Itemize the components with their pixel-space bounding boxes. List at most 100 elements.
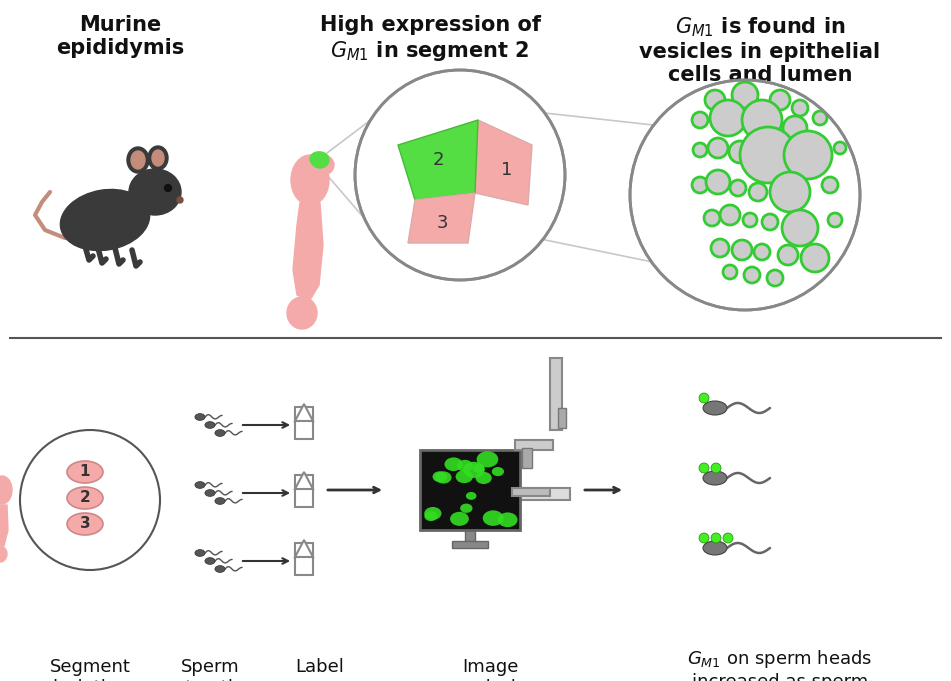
- Circle shape: [630, 80, 860, 310]
- Circle shape: [706, 170, 730, 194]
- FancyBboxPatch shape: [550, 358, 562, 430]
- FancyBboxPatch shape: [295, 543, 313, 575]
- Circle shape: [822, 177, 838, 193]
- Circle shape: [723, 265, 737, 279]
- Ellipse shape: [703, 401, 727, 415]
- Ellipse shape: [195, 413, 205, 420]
- Ellipse shape: [476, 452, 498, 467]
- Ellipse shape: [463, 462, 485, 478]
- FancyBboxPatch shape: [295, 475, 313, 507]
- Ellipse shape: [433, 471, 447, 482]
- Circle shape: [20, 430, 160, 570]
- Circle shape: [723, 533, 733, 543]
- FancyBboxPatch shape: [522, 448, 532, 468]
- Ellipse shape: [492, 467, 504, 476]
- Ellipse shape: [703, 471, 727, 485]
- Circle shape: [749, 183, 767, 201]
- Ellipse shape: [450, 512, 469, 526]
- Ellipse shape: [0, 546, 7, 562]
- Polygon shape: [475, 120, 532, 205]
- Circle shape: [355, 70, 565, 280]
- Text: Sperm
extraction: Sperm extraction: [165, 658, 256, 681]
- Circle shape: [792, 100, 808, 116]
- Ellipse shape: [424, 507, 441, 520]
- Circle shape: [744, 267, 760, 283]
- Circle shape: [711, 533, 721, 543]
- Ellipse shape: [473, 464, 484, 473]
- Ellipse shape: [287, 297, 317, 329]
- Polygon shape: [408, 193, 475, 243]
- Text: 2: 2: [80, 490, 90, 505]
- Circle shape: [708, 138, 728, 158]
- Circle shape: [165, 185, 171, 191]
- Text: 3: 3: [80, 516, 90, 531]
- FancyBboxPatch shape: [512, 488, 550, 496]
- Ellipse shape: [195, 550, 205, 556]
- Circle shape: [782, 210, 818, 246]
- Ellipse shape: [291, 155, 329, 205]
- Ellipse shape: [60, 189, 149, 251]
- Polygon shape: [293, 203, 323, 300]
- FancyBboxPatch shape: [515, 440, 553, 450]
- Ellipse shape: [67, 461, 103, 483]
- Circle shape: [767, 270, 783, 286]
- Circle shape: [834, 142, 846, 154]
- Ellipse shape: [215, 498, 225, 505]
- Ellipse shape: [0, 476, 12, 504]
- Text: Label
$G_{M1}$: Label $G_{M1}$: [296, 658, 344, 681]
- Circle shape: [711, 239, 729, 257]
- Circle shape: [692, 112, 708, 128]
- Ellipse shape: [312, 155, 334, 175]
- Ellipse shape: [129, 169, 181, 215]
- FancyBboxPatch shape: [452, 541, 488, 548]
- Circle shape: [705, 90, 725, 110]
- Ellipse shape: [311, 152, 329, 168]
- Ellipse shape: [483, 510, 503, 526]
- Circle shape: [699, 533, 709, 543]
- Ellipse shape: [474, 465, 484, 473]
- FancyBboxPatch shape: [558, 408, 566, 428]
- Text: 1: 1: [80, 464, 90, 479]
- Ellipse shape: [67, 487, 103, 509]
- Circle shape: [740, 127, 796, 183]
- Circle shape: [699, 463, 709, 473]
- Circle shape: [813, 111, 827, 125]
- FancyBboxPatch shape: [465, 527, 475, 545]
- Circle shape: [177, 197, 183, 203]
- Polygon shape: [295, 540, 313, 557]
- Ellipse shape: [460, 504, 473, 513]
- Ellipse shape: [436, 471, 452, 484]
- Circle shape: [711, 463, 721, 473]
- Ellipse shape: [127, 147, 149, 173]
- Circle shape: [801, 244, 829, 272]
- Ellipse shape: [444, 458, 463, 471]
- Circle shape: [704, 210, 720, 226]
- Text: Murine
epididymis: Murine epididymis: [56, 15, 184, 58]
- Circle shape: [692, 177, 708, 193]
- Text: 2: 2: [433, 151, 444, 169]
- Ellipse shape: [195, 481, 205, 488]
- Ellipse shape: [424, 511, 437, 521]
- Ellipse shape: [215, 566, 225, 573]
- FancyBboxPatch shape: [295, 407, 313, 439]
- Circle shape: [770, 90, 790, 110]
- Ellipse shape: [148, 146, 168, 170]
- Circle shape: [693, 143, 707, 157]
- Ellipse shape: [703, 541, 727, 555]
- Circle shape: [770, 172, 810, 212]
- Circle shape: [730, 180, 746, 196]
- Ellipse shape: [204, 558, 215, 565]
- Circle shape: [828, 213, 842, 227]
- Ellipse shape: [457, 460, 473, 472]
- Circle shape: [732, 82, 758, 108]
- Circle shape: [762, 214, 778, 230]
- Text: $G_{M1}$ on sperm heads
increased as sperm
progressed through
the epididymis: $G_{M1}$ on sperm heads increased as spe…: [688, 648, 873, 681]
- Ellipse shape: [204, 422, 215, 428]
- Circle shape: [710, 100, 746, 136]
- Ellipse shape: [476, 472, 492, 484]
- FancyBboxPatch shape: [420, 450, 520, 530]
- Ellipse shape: [498, 512, 517, 527]
- Ellipse shape: [310, 152, 326, 166]
- Text: Segment
isolation: Segment isolation: [49, 658, 130, 681]
- Ellipse shape: [67, 513, 103, 535]
